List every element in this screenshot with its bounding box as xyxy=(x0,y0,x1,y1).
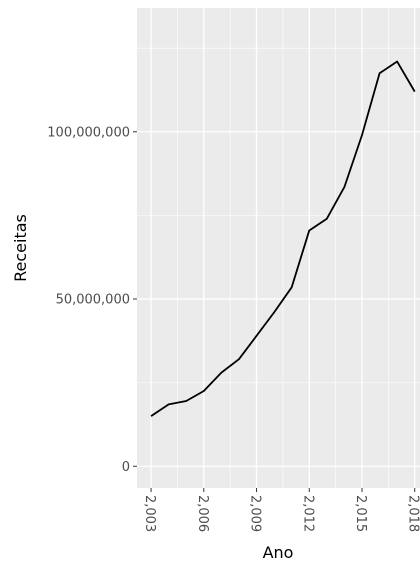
series-line xyxy=(150,60,416,417)
x-tick-label: 2,009 xyxy=(248,495,263,532)
x-axis-title: Ano xyxy=(263,543,294,562)
y-tick-label: 50,000,000 xyxy=(56,293,130,308)
x-tick-label: 2,018 xyxy=(406,495,420,532)
x-axis: 2,003 2,006 2,009 2,012 2,015 2,018 xyxy=(142,488,420,532)
x-tick-label: 2,015 xyxy=(353,495,368,532)
y-tick-label: 0 xyxy=(122,460,130,475)
grid-lines xyxy=(137,8,420,488)
y-axis-title: Receitas xyxy=(11,214,30,282)
x-tick-label: 2,003 xyxy=(142,495,157,532)
x-tick-label: 2,006 xyxy=(195,495,210,532)
series-line-group xyxy=(150,60,416,417)
x-tick-label: 2,012 xyxy=(300,495,315,532)
y-tick-label: 100,000,000 xyxy=(47,125,130,140)
y-axis: 0 50,000,000 100,000,000 xyxy=(47,125,137,475)
plot-panel xyxy=(137,8,420,488)
